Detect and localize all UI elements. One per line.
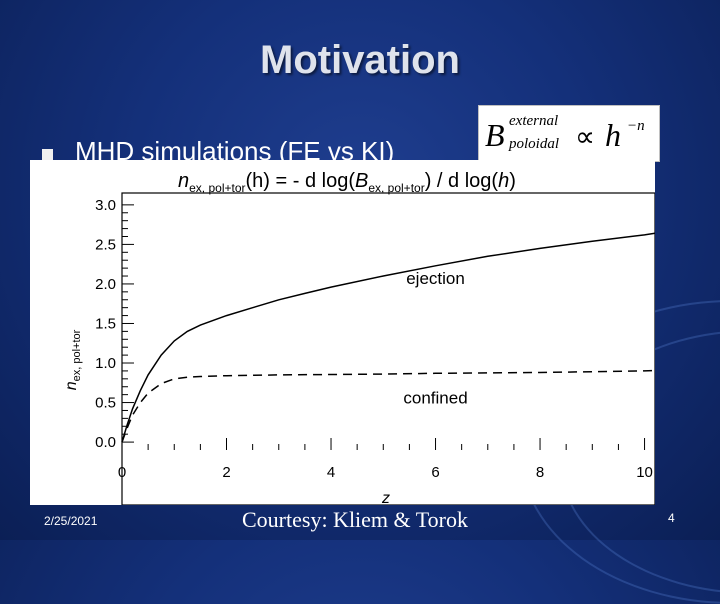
series-line-confined (121, 369, 655, 443)
series-label-confined: confined (403, 388, 467, 407)
title-mid1: (h) = - d log( (246, 170, 356, 192)
line-chart: nex, pol+tor(h) = - d log(Bex, pol+tor) … (63, 170, 655, 505)
y-tick-label: 2.5 (95, 236, 116, 253)
y-axis-label: nex, pol+tor (63, 329, 83, 390)
x-tick-label: 0 (118, 464, 126, 481)
formula-exponent: −n (627, 118, 645, 134)
plot-frame (121, 192, 655, 505)
axis-ticks: 0.0 0.5 1.0 1.5 2.0 2.5 3.0 0 2 4 6 8 10 (95, 197, 653, 481)
footer-date: 2/25/2021 (44, 514, 98, 528)
x-tick-label: 8 (536, 464, 544, 481)
formula-image: B external poloidal ∝ h −n (478, 105, 660, 162)
title-b: B (355, 170, 368, 192)
formula-svg: B external poloidal ∝ h −n (485, 113, 645, 153)
y-tick-label: 0.5 (95, 395, 116, 412)
y-tick-label: 1.5 (95, 315, 116, 332)
plot-panel: nex, pol+tor(h) = - d log(Bex, pol+tor) … (30, 160, 655, 505)
formula-superscript: external (509, 113, 558, 129)
formula-h: h (605, 117, 621, 153)
slide-number: 4 (668, 511, 675, 525)
proportional-symbol: ∝ (575, 122, 595, 153)
y-axis-label-main: n (63, 381, 80, 390)
slide-title: Motivation (260, 38, 460, 82)
series-layer: ejection confined (121, 232, 655, 443)
x-tick-label: 2 (222, 464, 230, 481)
title-h: h (498, 170, 509, 192)
x-tick-label: 10 (636, 464, 653, 481)
chart-title: nex, pol+tor(h) = - d log(Bex, pol+tor) … (178, 170, 516, 195)
y-tick-label: 0.0 (95, 434, 116, 451)
title-end: ) (509, 170, 516, 192)
series-label-ejection: ejection (406, 269, 465, 288)
x-axis-label: z (381, 490, 390, 505)
title-b-sub: ex, pol+tor (368, 181, 424, 195)
footer-credit: Courtesy: Kliem & Torok (242, 507, 468, 532)
y-tick-label: 3.0 (95, 197, 116, 214)
y-tick-label: 2.0 (95, 276, 116, 293)
y-tick-label: 1.0 (95, 355, 116, 372)
square-bullet-icon (42, 148, 53, 160)
x-tick-label: 4 (327, 464, 335, 481)
x-tick-label: 6 (431, 464, 439, 481)
y-axis-label-sub: ex, pol+tor (71, 329, 83, 381)
title-mid2: ) / d log( (425, 170, 499, 192)
title-n: n (178, 170, 189, 192)
formula-b: B (485, 117, 505, 153)
title-n-sub: ex, pol+tor (189, 181, 245, 195)
formula-subscript: poloidal (508, 136, 559, 152)
series-line-ejection (121, 232, 655, 443)
